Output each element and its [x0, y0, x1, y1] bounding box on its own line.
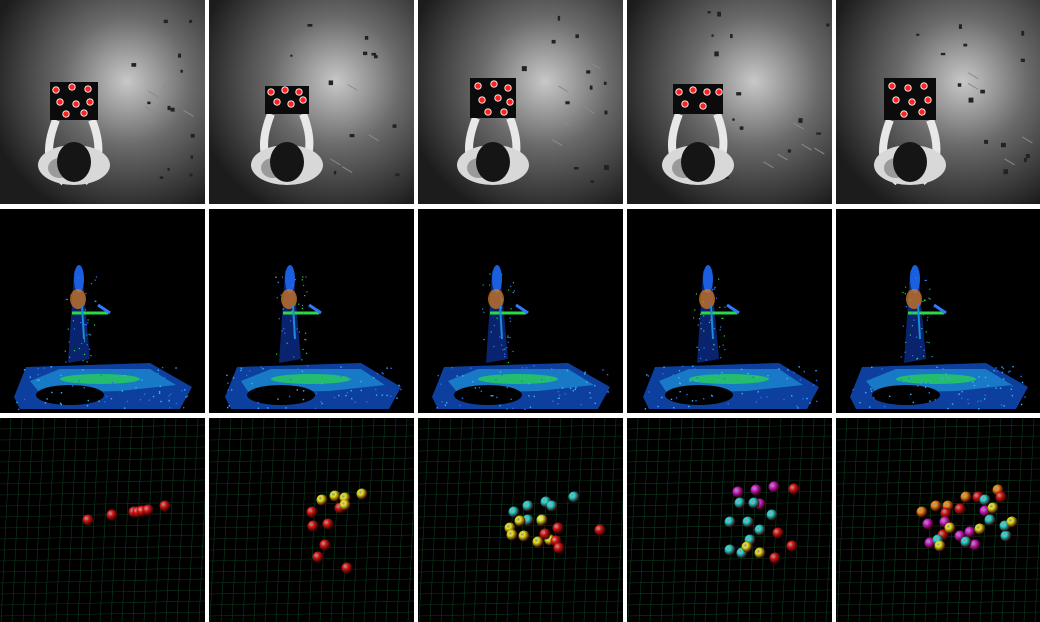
depth-point-clouds-panel-4 [627, 209, 832, 413]
marker-sphere [312, 551, 324, 563]
marker-sphere [934, 540, 946, 552]
camera-frames-panel-2 [209, 0, 414, 204]
camera-frames-panel-4 [627, 0, 832, 204]
marker-sphere [954, 503, 966, 515]
marker-sphere [916, 506, 928, 518]
marker-sphere [329, 490, 341, 502]
marker-sphere [788, 483, 800, 495]
marker-sphere [974, 523, 986, 535]
marker-sphere [142, 504, 154, 516]
marker-sphere [536, 514, 548, 526]
marker-sphere [724, 544, 736, 556]
marker-sphere [356, 488, 368, 500]
marker-sphere [742, 516, 754, 528]
marker-sphere [322, 518, 334, 530]
marker-sphere [568, 491, 580, 503]
marker-sphere [754, 547, 766, 559]
marker-sphere [508, 506, 520, 518]
marker-sphere [1006, 516, 1018, 528]
marker-sphere [594, 524, 606, 536]
marker-sphere [940, 507, 952, 519]
camera-frames-panel-5 [836, 0, 1040, 204]
marker-sphere [960, 536, 972, 548]
marker-sphere [539, 528, 551, 540]
camera-frames-panel-1 [0, 0, 205, 204]
marker-sphere [754, 524, 766, 536]
marker-sphere [518, 530, 530, 542]
marker-sphere [987, 502, 999, 514]
marker-sphere [319, 539, 331, 551]
marker-sphere [552, 522, 564, 534]
marker-sphere [522, 500, 534, 512]
marker-sphere [969, 539, 981, 551]
marker-sphere [82, 514, 94, 526]
marker-reconstructions-panel-4 [627, 418, 832, 622]
marker-sphere [339, 499, 351, 511]
marker-sphere [553, 542, 565, 554]
marker-sphere [772, 527, 784, 539]
marker-sphere [341, 562, 353, 574]
marker-sphere [506, 529, 518, 541]
marker-sphere [769, 552, 781, 564]
marker-sphere [1000, 530, 1012, 542]
marker-reconstructions-panel-3 [418, 418, 623, 622]
marker-sphere [984, 514, 996, 526]
marker-sphere [306, 506, 318, 518]
marker-sphere [732, 486, 744, 498]
depth-point-clouds-panel-1 [0, 209, 205, 413]
marker-reconstructions-panel-2 [209, 418, 414, 622]
marker-sphere [532, 536, 544, 548]
depth-point-clouds-panel-3 [418, 209, 623, 413]
marker-reconstructions-panel-1 [0, 418, 205, 622]
marker-sphere [786, 540, 798, 552]
camera-frames-panel-3 [418, 0, 623, 204]
marker-sphere [741, 541, 753, 553]
marker-sphere [734, 497, 746, 509]
marker-sphere [766, 509, 778, 521]
marker-sphere [316, 494, 328, 506]
depth-point-clouds-panel-2 [209, 209, 414, 413]
marker-sphere [724, 516, 736, 528]
marker-sphere [979, 494, 991, 506]
marker-sphere [159, 500, 171, 512]
marker-sphere [944, 522, 956, 534]
marker-sphere [514, 515, 526, 527]
marker-sphere [930, 500, 942, 512]
marker-sphere [748, 497, 760, 509]
depth-point-clouds-panel-5 [836, 209, 1040, 413]
marker-sphere [922, 518, 934, 530]
marker-reconstructions-panel-5 [836, 418, 1040, 622]
marker-sphere [964, 526, 976, 538]
marker-sphere [522, 514, 534, 526]
marker-sphere [995, 491, 1007, 503]
marker-sphere [307, 520, 319, 532]
marker-sphere [106, 509, 118, 521]
marker-sphere [750, 484, 762, 496]
marker-sphere [768, 481, 780, 493]
marker-sphere [546, 500, 558, 512]
marker-sphere [960, 491, 972, 503]
